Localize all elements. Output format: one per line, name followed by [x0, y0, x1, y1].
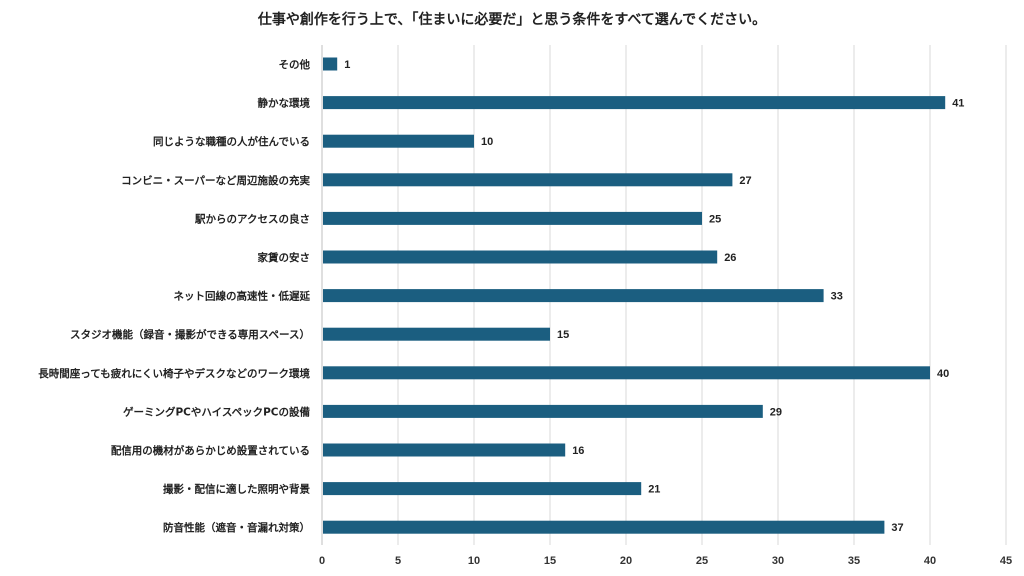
data-label: 25 — [709, 213, 721, 225]
data-label: 1 — [344, 59, 350, 71]
x-tick-label: 10 — [468, 555, 480, 567]
bar — [323, 211, 702, 225]
category-label: 撮影・配信に適した照明や背景 — [163, 483, 310, 496]
data-label: 21 — [648, 484, 660, 496]
data-label: 10 — [481, 136, 493, 148]
bar — [323, 57, 338, 71]
bar — [323, 520, 885, 534]
category-label: 防音性能（遮音・音漏れ対策） — [163, 521, 310, 534]
data-label: 15 — [557, 329, 569, 341]
x-tick-label: 0 — [319, 555, 325, 567]
data-label: 37 — [891, 522, 903, 534]
category-label: ゲーミングPCやハイスペックPCの設備 — [123, 405, 311, 418]
bar — [323, 443, 566, 457]
x-axis-tick-labels: 0 5 10 15 20 25 30 35 40 45 — [319, 555, 1012, 567]
bar — [323, 134, 474, 148]
x-tick-label: 20 — [620, 555, 632, 567]
category-labels: その他静かな環境同じような職種の人が住んでいるコンビニ・スーパーなど周辺施設の充… — [38, 58, 310, 534]
x-tick-label: 25 — [696, 555, 708, 567]
value-labels: 1 41 10 27 25 26 33 15 40 29 16 21 37 — [344, 59, 964, 534]
x-tick-label: 40 — [924, 555, 936, 567]
data-label: 29 — [770, 406, 782, 418]
bar — [323, 404, 763, 418]
data-label: 41 — [952, 98, 964, 110]
category-label: 同じような職種の人が住んでいる — [153, 135, 310, 148]
category-label: コンビニ・スーパーなど周辺施設の充実 — [121, 174, 310, 187]
category-label: 静かな環境 — [258, 97, 311, 110]
data-label: 16 — [572, 445, 584, 457]
x-tick-label: 35 — [848, 555, 860, 567]
data-label: 26 — [724, 252, 736, 264]
x-tick-label: 5 — [395, 555, 401, 567]
data-label: 27 — [739, 175, 751, 187]
category-label: 家賃の安さ — [258, 251, 311, 264]
category-label: 長時間座っても疲れにくい椅子やデスクなどのワーク環境 — [38, 367, 310, 380]
data-label: 33 — [831, 291, 843, 303]
category-label: スタジオ機能（録音・撮影ができる専用スペース） — [70, 328, 310, 341]
bar — [323, 482, 642, 496]
bar — [323, 366, 930, 380]
bar — [323, 289, 824, 303]
bar — [323, 250, 718, 264]
category-label: 駅からのアクセスの良さ — [195, 212, 310, 225]
category-label: 配信用の機材があらかじめ設置されている — [111, 444, 310, 457]
bars — [323, 57, 946, 534]
bar — [323, 173, 733, 187]
x-tick-label: 30 — [772, 555, 784, 567]
category-label: その他 — [279, 58, 311, 71]
chart-title: 仕事や創作を行う上で、「住まいに必要だ」と思う条件をすべて選んでください。 — [257, 12, 767, 28]
x-tick-label: 45 — [1000, 555, 1012, 567]
data-label: 40 — [937, 368, 949, 380]
bar — [323, 327, 550, 341]
x-tick-label: 15 — [544, 555, 556, 567]
category-label: ネット回線の高速性・低遅延 — [174, 290, 311, 303]
bar — [323, 96, 946, 110]
